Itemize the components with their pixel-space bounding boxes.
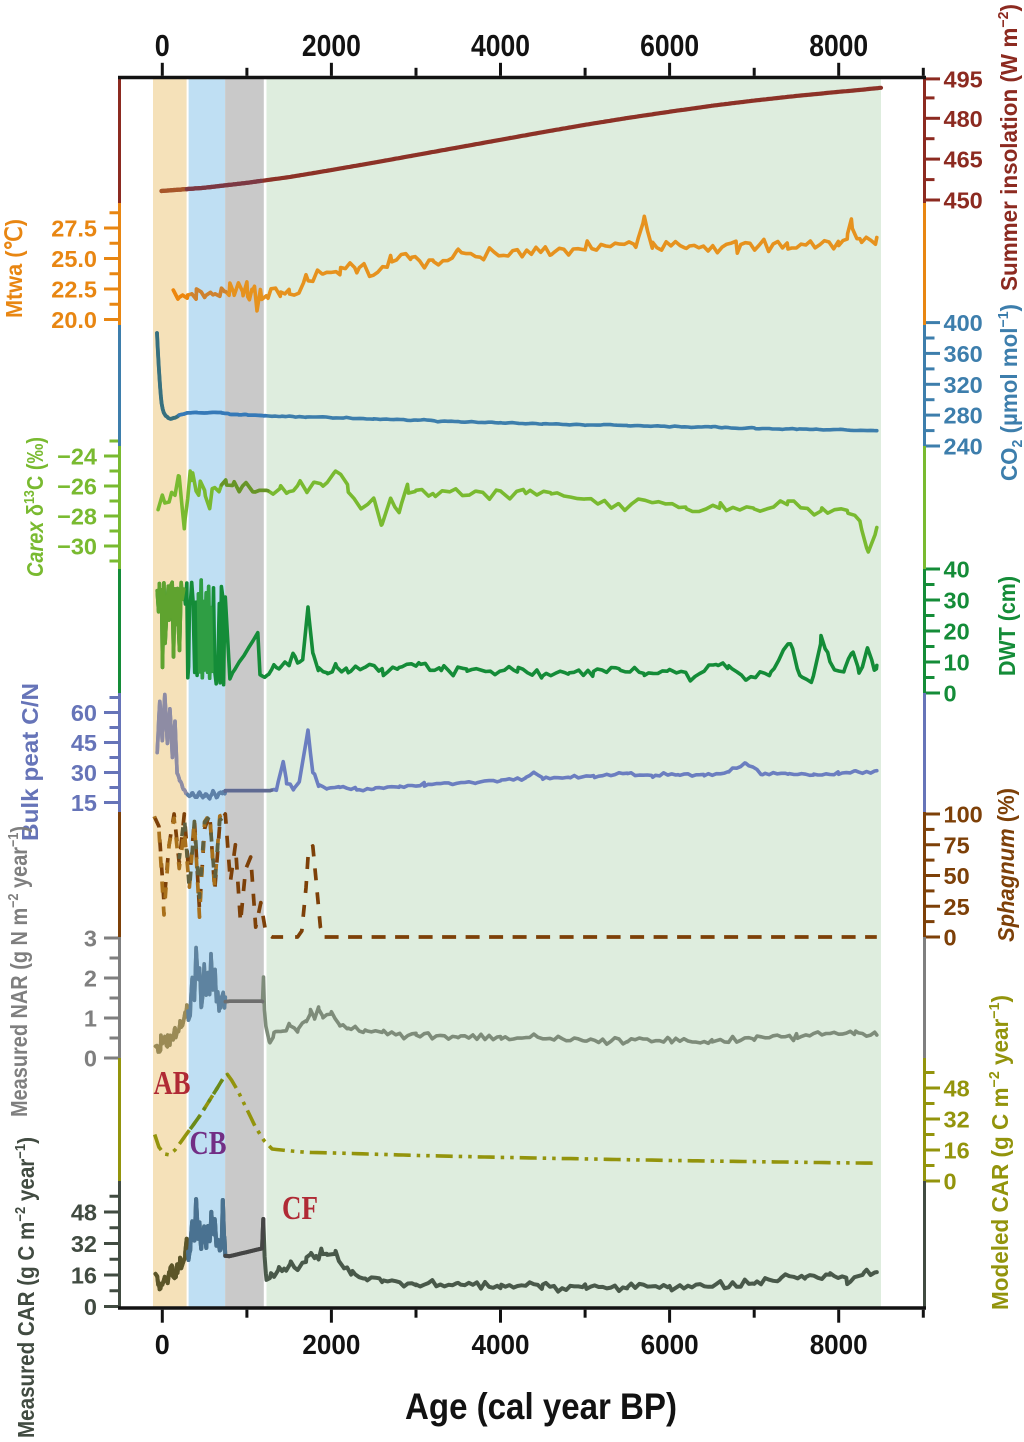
svg-text:0: 0 bbox=[84, 1294, 97, 1320]
svg-text:10: 10 bbox=[944, 650, 970, 676]
svg-text:0: 0 bbox=[944, 925, 957, 951]
svg-text:60: 60 bbox=[71, 700, 97, 726]
svg-text:30: 30 bbox=[71, 760, 97, 786]
svg-text:1: 1 bbox=[84, 1006, 97, 1032]
svg-text:2000: 2000 bbox=[302, 28, 361, 63]
svg-text:480: 480 bbox=[944, 106, 983, 132]
svg-text:48: 48 bbox=[944, 1076, 970, 1102]
svg-text:32: 32 bbox=[944, 1107, 970, 1133]
svg-text:2000: 2000 bbox=[302, 1329, 360, 1360]
svg-text:27.5: 27.5 bbox=[51, 216, 97, 242]
svg-text:360: 360 bbox=[944, 341, 983, 367]
svg-text:20.0: 20.0 bbox=[51, 307, 97, 333]
svg-text:400: 400 bbox=[944, 310, 983, 336]
svg-text:6000: 6000 bbox=[641, 1329, 699, 1360]
svg-text:8000: 8000 bbox=[810, 1329, 868, 1360]
svg-text:0: 0 bbox=[155, 28, 170, 63]
svg-text:75: 75 bbox=[944, 832, 970, 858]
svg-text:40: 40 bbox=[944, 557, 970, 583]
svg-text:15: 15 bbox=[71, 790, 97, 816]
svg-text:Measured CAR (g C m−2 year−1): Measured CAR (g C m−2 year−1) bbox=[13, 1137, 39, 1438]
svg-text:Bulk peat C/N: Bulk peat C/N bbox=[17, 683, 43, 841]
svg-text:Measured NAR (g N m−2 year−1): Measured NAR (g N m−2 year−1) bbox=[6, 826, 32, 1117]
svg-text:32: 32 bbox=[71, 1231, 97, 1257]
svg-text:−30: −30 bbox=[57, 534, 97, 560]
svg-text:CF: CF bbox=[282, 1190, 318, 1227]
svg-text:4000: 4000 bbox=[472, 1329, 530, 1360]
svg-text:Summer insolation (W m−2): Summer insolation (W m−2) bbox=[996, 4, 1022, 291]
svg-text:DWT (cm): DWT (cm) bbox=[994, 576, 1020, 676]
svg-text:25: 25 bbox=[944, 894, 970, 920]
svg-text:−24: −24 bbox=[57, 444, 97, 470]
svg-text:Mtwa (℃): Mtwa (℃) bbox=[1, 219, 27, 318]
svg-text:50: 50 bbox=[944, 863, 970, 889]
svg-text:45: 45 bbox=[71, 730, 97, 756]
svg-text:4000: 4000 bbox=[471, 28, 530, 63]
svg-text:240: 240 bbox=[944, 434, 983, 460]
svg-text:Sphagnum (%): Sphagnum (%) bbox=[993, 788, 1019, 942]
svg-text:280: 280 bbox=[944, 403, 983, 429]
svg-text:AB: AB bbox=[154, 1065, 191, 1102]
svg-text:0: 0 bbox=[155, 1329, 170, 1360]
svg-text:22.5: 22.5 bbox=[51, 277, 97, 303]
svg-text:0: 0 bbox=[944, 681, 957, 707]
svg-text:3: 3 bbox=[84, 926, 97, 952]
svg-text:CB: CB bbox=[190, 1125, 227, 1162]
svg-text:0: 0 bbox=[944, 1169, 957, 1195]
svg-text:6000: 6000 bbox=[640, 28, 699, 63]
svg-text:8000: 8000 bbox=[809, 28, 868, 63]
svg-text:320: 320 bbox=[944, 372, 983, 398]
svg-text:−28: −28 bbox=[57, 504, 97, 530]
svg-text:Modeled CAR (g C m−2 year−1): Modeled CAR (g C m−2 year−1) bbox=[987, 995, 1013, 1310]
svg-text:Age (cal year BP): Age (cal year BP) bbox=[405, 1386, 677, 1427]
svg-text:100: 100 bbox=[944, 802, 983, 828]
svg-text:0: 0 bbox=[84, 1046, 97, 1072]
svg-text:30: 30 bbox=[944, 588, 970, 614]
svg-text:16: 16 bbox=[944, 1138, 970, 1164]
svg-text:2: 2 bbox=[84, 966, 97, 992]
svg-text:450: 450 bbox=[944, 188, 983, 214]
svg-text:48: 48 bbox=[71, 1200, 97, 1226]
svg-text:495: 495 bbox=[944, 66, 983, 92]
svg-text:20: 20 bbox=[944, 619, 970, 645]
svg-text:465: 465 bbox=[944, 147, 983, 173]
svg-text:CO2 (µmol mol−1): CO2 (µmol mol−1) bbox=[996, 304, 1024, 481]
svg-text:25.0: 25.0 bbox=[51, 246, 97, 272]
svg-text:−26: −26 bbox=[57, 474, 97, 500]
svg-text:Carex δ13C (‰): Carex δ13C (‰) bbox=[22, 437, 48, 577]
svg-text:16: 16 bbox=[71, 1263, 97, 1289]
